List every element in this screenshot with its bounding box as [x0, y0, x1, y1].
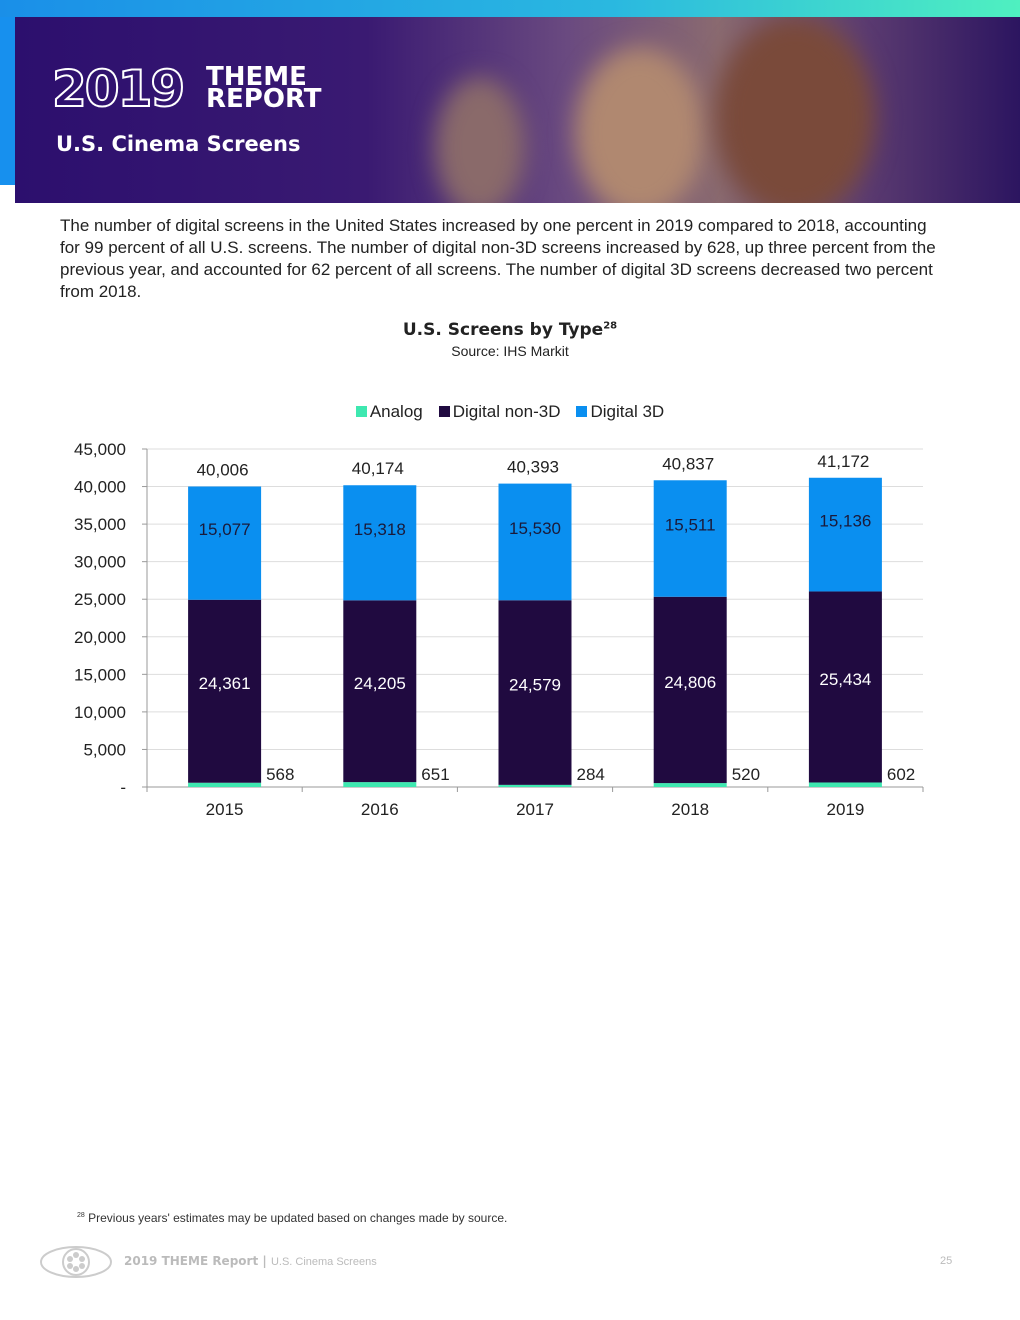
- footer-section: U.S. Cinema Screens: [270, 1256, 377, 1268]
- bar-digital-non-3d: [498, 600, 572, 785]
- footnote-text: Previous years' estimates may be updated…: [84, 1211, 508, 1225]
- y-tick-label: -: [120, 778, 126, 797]
- y-tick-label: 15,000: [74, 665, 126, 684]
- data-label-digital-3d: 15,511: [665, 516, 716, 535]
- top-gradient-bar: [0, 0, 1020, 17]
- bar-digital-non-3d: [343, 600, 417, 783]
- data-label-total: 40,174: [352, 459, 404, 478]
- data-label-digital-non-3d: 24,361: [199, 674, 251, 693]
- bar-analog: [498, 784, 572, 787]
- data-label-analog: 520: [732, 765, 760, 784]
- x-tick-label: 2018: [671, 800, 709, 819]
- stacked-bar-chart: - 5,000 10,000 15,000 20,000 25,000 30,000 35,0…: [74, 440, 924, 819]
- data-label-digital-3d: 15,530: [509, 519, 561, 538]
- footnote-number: 28: [77, 1212, 85, 1219]
- legend-swatch: [438, 406, 450, 417]
- logo-line1: THEME: [206, 62, 307, 92]
- left-accent-bar: [0, 17, 15, 185]
- film-reel-logo-icon: [40, 1246, 112, 1278]
- bar-digital-3d: [188, 486, 262, 600]
- bar-digital-3d: [498, 483, 572, 601]
- data-label-total: 40,837: [662, 454, 714, 473]
- logo-line2: REPORT: [206, 84, 322, 114]
- data-label-analog: 284: [577, 765, 605, 784]
- data-label-digital-3d: 15,136: [819, 512, 871, 531]
- legend-item: Analog: [355, 402, 423, 422]
- data-label-digital-non-3d: 25,434: [819, 670, 871, 689]
- y-tick-label: 35,000: [74, 515, 126, 534]
- data-label-digital-3d: 15,318: [354, 520, 406, 539]
- legend-swatch: [576, 406, 588, 417]
- y-tick-label: 45,000: [74, 440, 126, 459]
- legend-item: Digital 3D: [576, 402, 664, 422]
- bar-digital-non-3d: [653, 596, 727, 784]
- x-tick-label: 2015: [206, 800, 244, 819]
- x-tick-label: 2016: [361, 800, 399, 819]
- legend-label: Analog: [369, 402, 423, 421]
- data-label-digital-non-3d: 24,205: [354, 674, 406, 693]
- bar-digital-3d: [653, 480, 727, 597]
- data-label-analog: 602: [887, 765, 915, 784]
- bar-digital-non-3d: [188, 599, 262, 783]
- bar-analog: [808, 782, 882, 787]
- page-subtitle: U.S. Cinema Screens: [56, 132, 301, 156]
- footnote: 28 Previous years' estimates may be upda…: [77, 1211, 507, 1225]
- y-tick-label: 20,000: [74, 628, 126, 647]
- bar-digital-non-3d: [808, 591, 882, 783]
- x-tick-label: 2017: [516, 800, 554, 819]
- bar-digital-3d: [343, 485, 417, 601]
- logo-text: THEME REPORT: [206, 62, 322, 114]
- intro-paragraph: The number of digital screens in the Uni…: [60, 216, 936, 301]
- y-tick-label: 30,000: [74, 553, 126, 572]
- chart-title: U.S. Screens by Type28: [0, 320, 1020, 340]
- bar-digital-3d: [808, 477, 882, 592]
- y-tick-label: 25,000: [74, 590, 126, 609]
- data-label-total: 40,393: [507, 458, 559, 477]
- data-label-digital-non-3d: 24,806: [664, 673, 716, 692]
- y-tick-label: 10,000: [74, 703, 126, 722]
- bar-analog: [188, 782, 262, 787]
- y-tick-label: 5,000: [83, 740, 126, 759]
- data-label-analog: 651: [421, 765, 449, 784]
- data-label-digital-3d: 15,077: [199, 520, 251, 539]
- footer-brand: 2019 THEME Report | U.S. Cinema Screens: [124, 1254, 377, 1268]
- page-number: 25: [940, 1255, 953, 1267]
- bar-analog: [343, 782, 417, 787]
- legend-label: Digital 3D: [590, 402, 665, 421]
- footer-separator: |: [258, 1254, 271, 1268]
- header-banner: [15, 17, 1020, 203]
- data-label-total: 41,172: [817, 452, 869, 471]
- data-label-analog: 568: [266, 765, 294, 784]
- legend-item: Digital non-3D: [438, 402, 561, 422]
- logo-year: 2019: [51, 59, 186, 119]
- footer-brand-text: 2019 THEME Report: [124, 1254, 259, 1268]
- x-tick-label: 2019: [826, 800, 864, 819]
- data-label-total: 40,006: [197, 461, 249, 480]
- chart-source: Source: IHS Markit: [451, 343, 569, 359]
- chart-title-footnote-ref: 28: [603, 320, 618, 332]
- chart-title-text: U.S. Screens by Type: [402, 320, 604, 340]
- legend-swatch: [355, 406, 367, 417]
- y-tick-label: 40,000: [74, 478, 126, 497]
- legend-label: Digital non-3D: [452, 402, 561, 421]
- bar-analog: [653, 783, 727, 787]
- data-label-digital-non-3d: 24,579: [509, 676, 561, 695]
- chart-legend: Analog Digital non-3D Digital 3D: [0, 402, 1020, 422]
